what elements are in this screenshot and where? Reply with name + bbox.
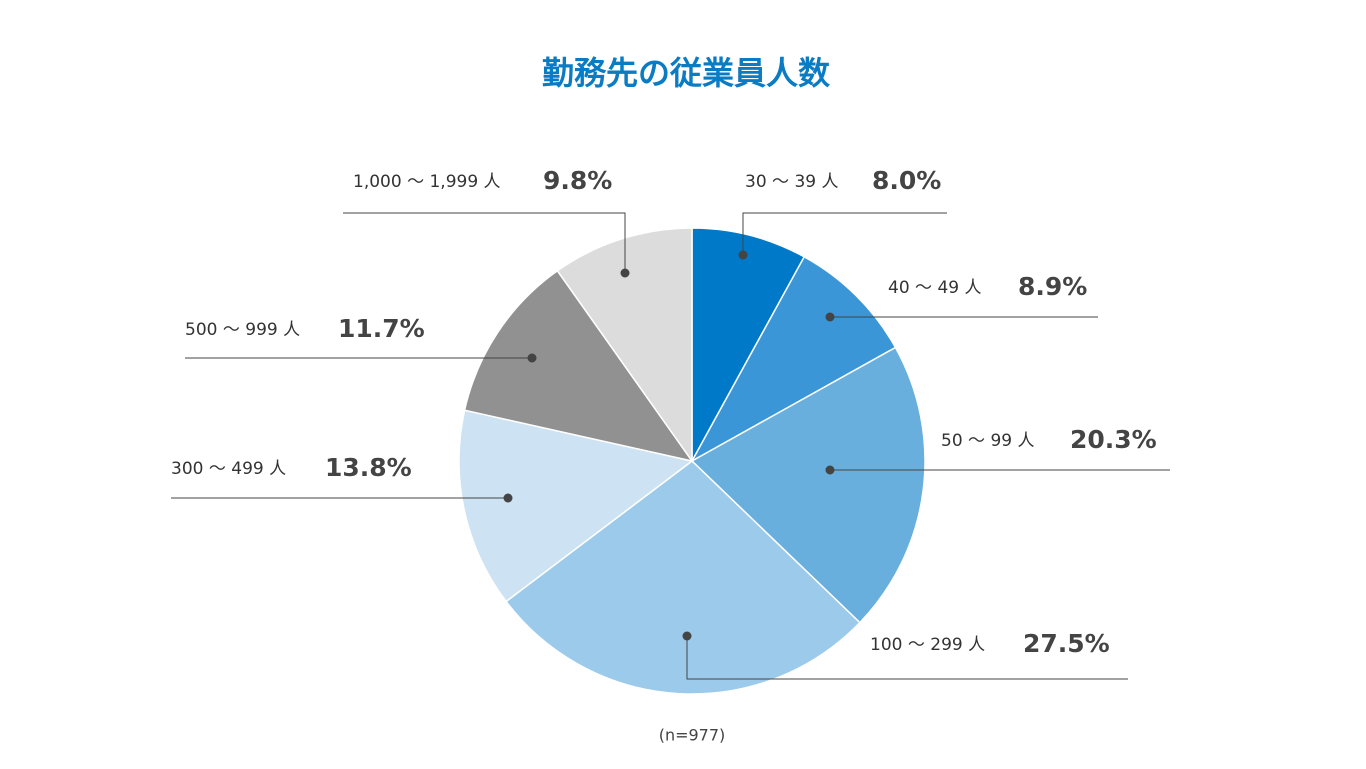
leader-line [343,212,626,273]
leader-dot [825,312,835,322]
slice-category: 500 ～ 999 人 [185,320,300,340]
slice-category: 50 ～ 99 人 [941,431,1034,451]
slice-value-label: 13.8% [325,453,412,482]
leader-dot [527,353,537,363]
pie-slice [690,255,897,463]
chart-title: 勤務先の従業員人数 [542,54,831,92]
pie-slice [458,409,694,603]
leader-line [742,212,947,255]
leader-dot [503,493,513,503]
pie-slice [691,227,806,462]
slice-value-label: 27.5% [1023,629,1110,658]
leader-dot [682,631,692,641]
slice-value-label: 8.9% [1018,272,1087,301]
slice-value-label: 8.0% [872,166,941,195]
slice-value-label: 9.8% [543,166,612,195]
slice-category: 1,000 ～ 1,999 人 [353,172,501,192]
leader-dot [825,465,835,475]
slice-value-label: 11.7% [338,314,425,343]
slice-category: 40 ～ 49 人 [888,278,981,298]
note: (n=977) [659,726,726,745]
pie-slice [556,227,693,464]
slice-value-label: 20.3% [1070,425,1157,454]
leader-dot [620,268,630,278]
slice-category: 300 ～ 499 人 [171,459,286,479]
pie-slice [463,269,694,463]
leader-dot [738,250,748,260]
slice-category: 30 ～ 39 人 [745,172,838,192]
slice-category: 100 ～ 299 人 [870,635,985,655]
pie-slice [505,460,861,695]
leader-line [686,636,1128,680]
pie-slice [690,346,926,624]
